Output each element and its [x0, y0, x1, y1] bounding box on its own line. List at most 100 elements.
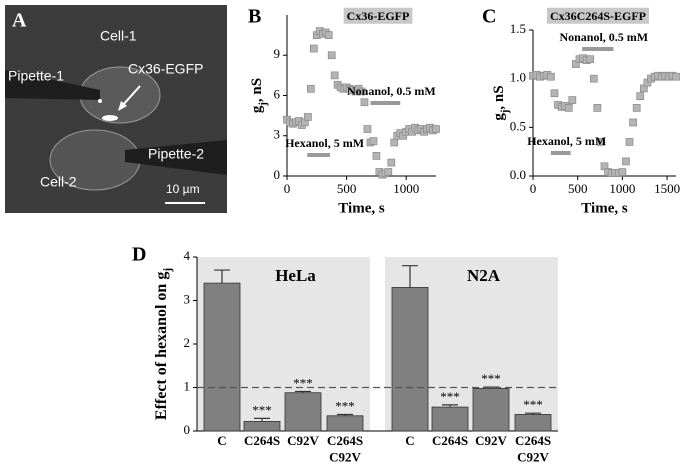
- data-point: [629, 118, 637, 127]
- error-bar: [295, 390, 311, 393]
- panel-letter: A: [12, 10, 27, 32]
- data-point: [622, 157, 630, 166]
- data-point: [360, 98, 369, 107]
- data-point: [625, 138, 634, 146]
- data-point: [632, 104, 641, 112]
- data-point: [304, 113, 312, 121]
- bar: [431, 406, 469, 432]
- data-point: [547, 72, 555, 81]
- y-tick-label: 1.0: [510, 70, 526, 85]
- title-box: [343, 7, 413, 24]
- text-line: C92V: [329, 449, 361, 464]
- y-tick-label: 0.5: [510, 118, 526, 133]
- treatment-label: Hexanol, 5 mM: [527, 134, 606, 148]
- treatment-bar: [370, 101, 401, 105]
- data-point: [636, 92, 645, 101]
- error-bar: [402, 265, 418, 288]
- significance: ***: [523, 397, 543, 412]
- text-line: C264S: [327, 433, 363, 448]
- bar: [203, 282, 241, 432]
- x-tick-label: C264S C92V: [327, 433, 363, 464]
- significance: ***: [481, 371, 501, 386]
- data-point: [550, 89, 559, 98]
- label: Pipette-2: [148, 146, 204, 162]
- x-tick-label: C: [405, 433, 414, 448]
- label: Pipette-1: [8, 68, 64, 84]
- x-tick-label: C264S C92V: [515, 433, 551, 464]
- x-tick-label: C92V: [287, 433, 319, 448]
- data-point: [384, 168, 393, 176]
- label: Cell-2: [40, 174, 77, 190]
- data-point: [387, 158, 396, 167]
- bar: [284, 392, 322, 432]
- spot: [98, 99, 102, 103]
- y-tick-label: 6: [274, 86, 281, 101]
- x-tick-label: 1500: [654, 181, 680, 196]
- data-point: [309, 44, 318, 53]
- panel-letter: D: [132, 244, 146, 266]
- y-axis-label: gj, nS: [491, 85, 510, 120]
- x-tick-label: C264S: [244, 433, 280, 448]
- y-tick-label: 0.0: [510, 167, 526, 182]
- y-label-main: g: [249, 105, 265, 113]
- significance: ***: [440, 389, 460, 404]
- y-label-main: g: [491, 113, 507, 121]
- text-line: C92V: [517, 449, 549, 464]
- significance: ***: [252, 402, 272, 417]
- label: Cx36-EGFP: [128, 61, 203, 77]
- x-tick-label: 500: [337, 181, 357, 196]
- significance: ***: [293, 375, 313, 390]
- data-point: [372, 152, 381, 160]
- y-tick-label: 0: [184, 422, 191, 437]
- x-tick-label: 500: [568, 181, 588, 196]
- y-axis-label: Effect of hexanol on gj: [153, 268, 174, 420]
- x-tick-label: 1000: [393, 181, 419, 196]
- x-axis-label: Time, s: [581, 200, 628, 216]
- y-label-sub: j: [500, 110, 511, 115]
- x-tick-label: 0: [284, 181, 291, 196]
- y-tick-label: 3: [274, 127, 281, 142]
- bar: [472, 387, 510, 432]
- chart-title: Cx36C264S-EGFP: [550, 9, 646, 23]
- data-point: [564, 104, 573, 112]
- treatment-label: Nonanol, 0.5 mM: [559, 30, 648, 44]
- data-point: [589, 74, 598, 83]
- error-bar: [525, 412, 541, 415]
- data-point: [672, 72, 680, 81]
- data-point: [568, 96, 577, 104]
- label: 10 µm: [166, 182, 200, 196]
- treatment-label: Hexanol, 5 mM: [285, 136, 364, 150]
- treatment-bar: [582, 47, 614, 51]
- image-labels: Cell-1 Pipette-1 Cx36-EGFP Pipette-2 Cel…: [8, 28, 204, 196]
- x-tick-label: C264S: [432, 433, 468, 448]
- bar: [326, 415, 364, 432]
- error-bar: [214, 269, 230, 284]
- treatment-bar: [550, 151, 571, 155]
- group-name: HeLa: [275, 266, 316, 285]
- pipette-shape: [5, 70, 100, 100]
- y-label-sub: j: [258, 102, 269, 107]
- data-point: [327, 51, 336, 60]
- panel-letter: C: [482, 6, 496, 28]
- arrow: [121, 85, 141, 107]
- data-point: [357, 87, 366, 96]
- y-label-unit: , nS: [491, 85, 507, 109]
- data-point: [597, 138, 605, 146]
- y-tick-label: 3: [184, 291, 191, 306]
- data-point: [618, 168, 627, 176]
- bar: [243, 421, 281, 432]
- data-point: [363, 125, 372, 133]
- bar: [391, 287, 429, 432]
- y-label-unit: , nS: [249, 78, 265, 102]
- text-line: C264S: [515, 433, 551, 448]
- data-point: [593, 104, 602, 112]
- y-tick-label: 1: [184, 378, 191, 393]
- chart-title: Cx36-EGFP: [347, 9, 410, 23]
- x-tick-label: 0: [530, 181, 537, 196]
- data-point: [306, 84, 315, 93]
- data-point: [324, 31, 333, 39]
- micrograph: Cell-1 Pipette-1 Cx36-EGFP Pipette-2 Cel…: [5, 5, 227, 213]
- error-bar: [442, 404, 458, 408]
- data-point: [586, 55, 595, 64]
